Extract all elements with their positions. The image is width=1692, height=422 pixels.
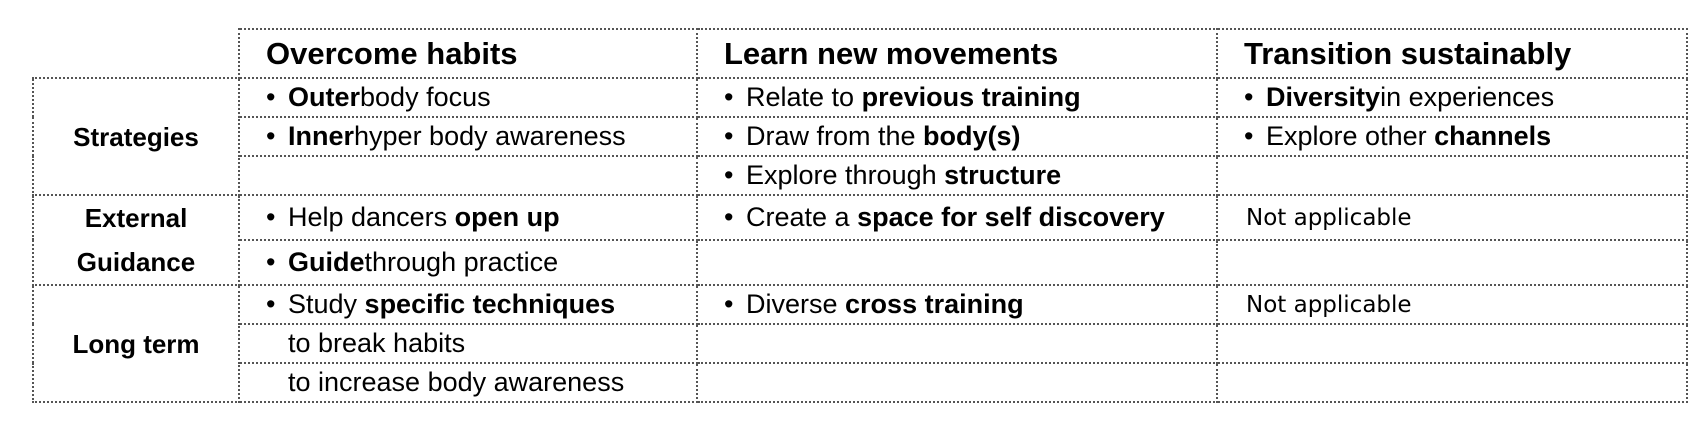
continuation-cell: to increase body awareness bbox=[238, 362, 698, 403]
empty-cell bbox=[696, 323, 1218, 364]
column-header-learn-new-movements: Learn new movements bbox=[696, 28, 1218, 79]
bullet: • bbox=[266, 289, 276, 319]
empty-cell bbox=[1216, 239, 1688, 286]
cell-text: body focus bbox=[360, 82, 491, 112]
continuation-cell: to break habits bbox=[238, 323, 698, 364]
bullet: • bbox=[266, 202, 276, 232]
empty-cell bbox=[696, 239, 1218, 286]
cell-text: Study bbox=[288, 289, 365, 319]
table-cell: • Innerhyper body awareness bbox=[238, 116, 698, 157]
bold-term: previous training bbox=[861, 82, 1081, 112]
empty-cell bbox=[1216, 362, 1688, 403]
bullet: • bbox=[266, 247, 276, 277]
row-header-external-guidance: External Guidance bbox=[32, 194, 240, 286]
comparison-table: Overcome habits Learn new movements Tran… bbox=[32, 28, 1688, 403]
table-cell: • Relate to previous training bbox=[696, 77, 1218, 118]
bold-term: Guide bbox=[288, 247, 365, 277]
corner-cell bbox=[33, 29, 240, 79]
table-cell: • Create a space for self discovery bbox=[696, 194, 1218, 241]
table-cell: • Diverse cross training bbox=[696, 284, 1218, 325]
bold-term: channels bbox=[1434, 121, 1552, 151]
column-header-transition-sustainably: Transition sustainably bbox=[1216, 28, 1688, 79]
table-row: Long term • Study specific techniques • Di… bbox=[32, 284, 1688, 403]
row-header-line: External bbox=[84, 203, 188, 233]
cell-text: in experiences bbox=[1380, 82, 1555, 112]
cell-text: Diverse bbox=[746, 289, 846, 319]
bold-term: space for self discovery bbox=[857, 202, 1165, 232]
bullet: • bbox=[724, 82, 734, 112]
table-cell: • Diversityin experiences bbox=[1216, 77, 1688, 118]
table-cell: • Study specific techniques bbox=[238, 284, 698, 325]
cell-text: hyper body awareness bbox=[354, 121, 626, 151]
bold-term: Inner bbox=[288, 121, 355, 151]
column-header-overcome-habits: Overcome habits bbox=[238, 28, 698, 79]
row-header-long-term: Long term bbox=[32, 284, 240, 403]
bullet: • bbox=[266, 82, 276, 112]
table-cell: • Outerbody focus bbox=[238, 77, 698, 118]
table-cell: • Guidethrough practice bbox=[238, 239, 698, 286]
bold-term: open up bbox=[454, 202, 560, 232]
bullet: • bbox=[1244, 121, 1254, 151]
table-row: Strategies • Outerbody focus • Relate to p… bbox=[32, 77, 1688, 196]
empty-cell bbox=[238, 155, 698, 196]
table-cell: • Help dancers open up bbox=[238, 194, 698, 241]
bold-term: Diversity bbox=[1266, 82, 1381, 112]
cell-text: Relate to bbox=[746, 82, 862, 112]
bold-term: Outer bbox=[288, 82, 361, 112]
bold-term: specific techniques bbox=[364, 289, 616, 319]
bullet: • bbox=[1244, 82, 1254, 112]
empty-cell bbox=[696, 362, 1218, 403]
header-row: Overcome habits Learn new movements Tran… bbox=[33, 28, 1688, 79]
bullet: • bbox=[266, 121, 276, 151]
cell-text: Draw from the bbox=[746, 121, 924, 151]
cell-text: Explore other bbox=[1266, 121, 1435, 151]
table-grid: Overcome habits Learn new movements Tran… bbox=[32, 28, 1688, 403]
cell-text: Help dancers bbox=[288, 202, 455, 232]
table-cell: • Explore through structure bbox=[696, 155, 1218, 196]
bullet: • bbox=[724, 202, 734, 232]
cell-text: Explore through bbox=[746, 160, 945, 190]
bullet: • bbox=[724, 160, 734, 190]
bold-term: body(s) bbox=[923, 121, 1021, 151]
row-header-line: Guidance bbox=[76, 247, 196, 277]
table-row: • Innerhyper body awareness • Draw from th… bbox=[33, 116, 1688, 157]
bullet: • bbox=[724, 289, 734, 319]
empty-cell bbox=[1216, 155, 1688, 196]
bold-term: structure bbox=[944, 160, 1062, 190]
bullet: • bbox=[724, 121, 734, 151]
table-row: to break habits bbox=[33, 323, 1688, 364]
table-row: • Guidethrough practice bbox=[33, 239, 1688, 286]
bold-term: cross training bbox=[845, 289, 1024, 319]
empty-cell bbox=[1216, 323, 1688, 364]
cell-text: through practice bbox=[364, 247, 559, 277]
table-cell: • Draw from the body(s) bbox=[696, 116, 1218, 157]
table-row: to increase body awareness bbox=[33, 362, 1688, 403]
table-cell: • Explore other channels bbox=[1216, 116, 1688, 157]
not-applicable-cell: Not applicable bbox=[1216, 194, 1688, 241]
cell-text: Create a bbox=[746, 202, 858, 232]
not-applicable-cell: Not applicable bbox=[1216, 284, 1688, 325]
table-row: External Guidance • Help dancers open up •… bbox=[32, 194, 1688, 286]
table-row: • Explore through structure bbox=[33, 155, 1688, 196]
row-header-strategies: Strategies bbox=[32, 77, 240, 196]
